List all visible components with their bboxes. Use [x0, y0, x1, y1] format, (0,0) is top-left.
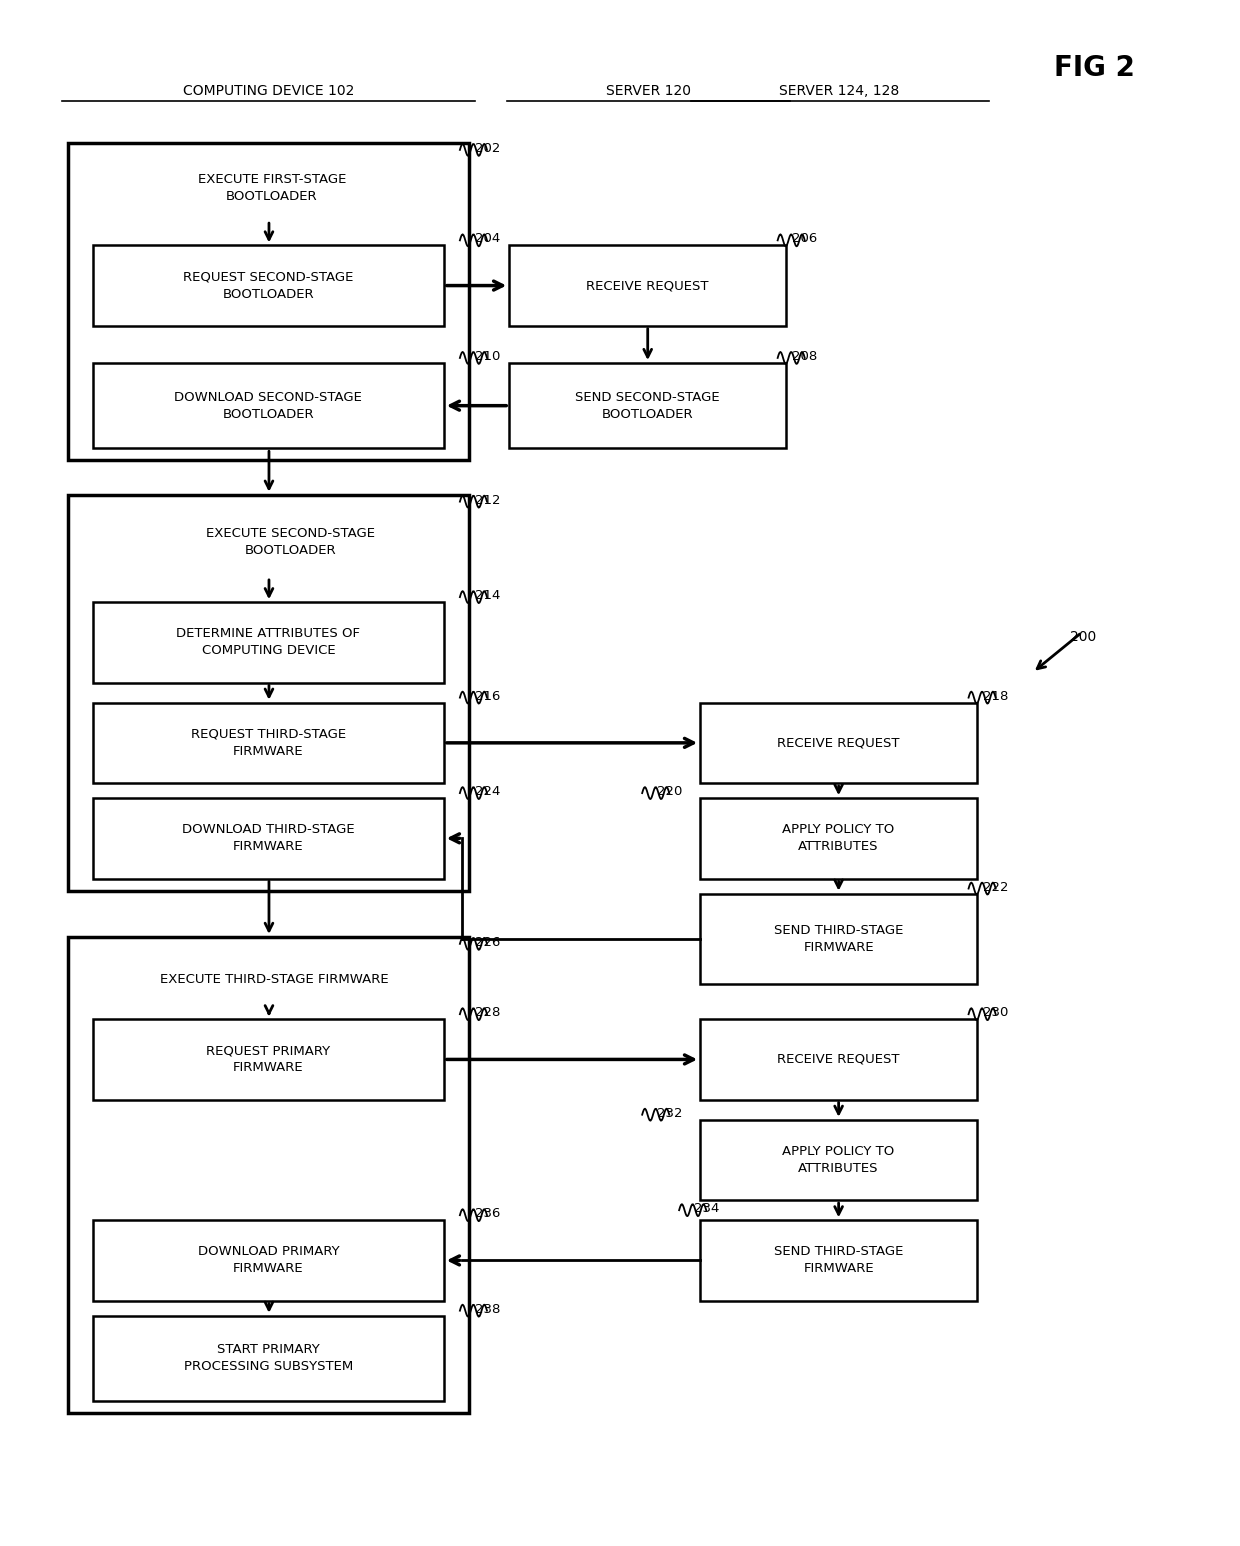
- Text: 204: 204: [475, 232, 500, 246]
- Text: 216: 216: [475, 690, 500, 702]
- Text: REQUEST SECOND-STAGE
BOOTLOADER: REQUEST SECOND-STAGE BOOTLOADER: [184, 271, 353, 300]
- FancyBboxPatch shape: [701, 702, 977, 784]
- Text: REQUEST THIRD-STAGE
FIRMWARE: REQUEST THIRD-STAGE FIRMWARE: [191, 728, 346, 758]
- FancyBboxPatch shape: [93, 363, 444, 448]
- FancyBboxPatch shape: [68, 495, 469, 890]
- FancyBboxPatch shape: [510, 363, 786, 448]
- Text: 212: 212: [475, 493, 500, 507]
- Text: 210: 210: [475, 349, 500, 363]
- FancyBboxPatch shape: [701, 1019, 977, 1099]
- Text: RECEIVE REQUEST: RECEIVE REQUEST: [777, 736, 900, 750]
- Text: COMPUTING DEVICE 102: COMPUTING DEVICE 102: [182, 83, 355, 97]
- Text: SEND THIRD-STAGE
FIRMWARE: SEND THIRD-STAGE FIRMWARE: [774, 1246, 903, 1275]
- Text: SERVER 120: SERVER 120: [606, 83, 691, 97]
- Text: DETERMINE ATTRIBUTES OF
COMPUTING DEVICE: DETERMINE ATTRIBUTES OF COMPUTING DEVICE: [176, 628, 361, 657]
- Text: EXECUTE THIRD-STAGE FIRMWARE: EXECUTE THIRD-STAGE FIRMWARE: [160, 972, 389, 985]
- Text: 224: 224: [475, 785, 500, 798]
- FancyBboxPatch shape: [93, 246, 444, 326]
- Text: APPLY POLICY TO
ATTRIBUTES: APPLY POLICY TO ATTRIBUTES: [782, 1146, 895, 1175]
- FancyBboxPatch shape: [701, 1119, 977, 1200]
- FancyBboxPatch shape: [93, 601, 444, 682]
- Text: 228: 228: [475, 1006, 500, 1019]
- Text: APPLY POLICY TO
ATTRIBUTES: APPLY POLICY TO ATTRIBUTES: [782, 824, 895, 853]
- Text: 200: 200: [1070, 631, 1096, 645]
- Text: REQUEST PRIMARY
FIRMWARE: REQUEST PRIMARY FIRMWARE: [206, 1045, 330, 1074]
- Text: EXECUTE FIRST-STAGE
BOOTLOADER: EXECUTE FIRST-STAGE BOOTLOADER: [198, 173, 346, 203]
- FancyBboxPatch shape: [68, 142, 469, 461]
- Text: SERVER 124, 128: SERVER 124, 128: [779, 83, 899, 97]
- FancyBboxPatch shape: [510, 246, 786, 326]
- Text: 232: 232: [657, 1107, 682, 1119]
- Text: FIG 2: FIG 2: [1054, 54, 1135, 82]
- Text: EXECUTE SECOND-STAGE
BOOTLOADER: EXECUTE SECOND-STAGE BOOTLOADER: [206, 527, 374, 557]
- Text: 222: 222: [983, 881, 1009, 894]
- Text: SEND THIRD-STAGE
FIRMWARE: SEND THIRD-STAGE FIRMWARE: [774, 925, 903, 954]
- FancyBboxPatch shape: [93, 1019, 444, 1099]
- Text: 202: 202: [475, 142, 500, 155]
- FancyBboxPatch shape: [93, 798, 444, 878]
- FancyBboxPatch shape: [701, 1220, 977, 1300]
- Text: 214: 214: [475, 589, 500, 601]
- Text: RECEIVE REQUEST: RECEIVE REQUEST: [587, 280, 709, 292]
- Text: SEND SECOND-STAGE
BOOTLOADER: SEND SECOND-STAGE BOOTLOADER: [575, 391, 720, 421]
- Text: 220: 220: [657, 785, 682, 798]
- Text: DOWNLOAD SECOND-STAGE
BOOTLOADER: DOWNLOAD SECOND-STAGE BOOTLOADER: [175, 391, 362, 421]
- Text: START PRIMARY
PROCESSING SUBSYSTEM: START PRIMARY PROCESSING SUBSYSTEM: [184, 1343, 353, 1373]
- FancyBboxPatch shape: [68, 937, 469, 1413]
- Text: RECEIVE REQUEST: RECEIVE REQUEST: [777, 1053, 900, 1065]
- FancyBboxPatch shape: [93, 702, 444, 784]
- Text: 218: 218: [983, 690, 1008, 702]
- Text: DOWNLOAD THIRD-STAGE
FIRMWARE: DOWNLOAD THIRD-STAGE FIRMWARE: [182, 824, 355, 853]
- FancyBboxPatch shape: [701, 894, 977, 985]
- Text: DOWNLOAD PRIMARY
FIRMWARE: DOWNLOAD PRIMARY FIRMWARE: [197, 1246, 340, 1275]
- Text: 226: 226: [475, 935, 500, 949]
- Text: 208: 208: [792, 349, 817, 363]
- FancyBboxPatch shape: [93, 1316, 444, 1401]
- FancyBboxPatch shape: [701, 798, 977, 878]
- Text: 206: 206: [792, 232, 817, 246]
- FancyBboxPatch shape: [93, 1220, 444, 1300]
- Text: 236: 236: [475, 1207, 500, 1220]
- Text: 234: 234: [694, 1203, 719, 1215]
- Text: 238: 238: [475, 1303, 500, 1316]
- Text: 230: 230: [983, 1006, 1008, 1019]
